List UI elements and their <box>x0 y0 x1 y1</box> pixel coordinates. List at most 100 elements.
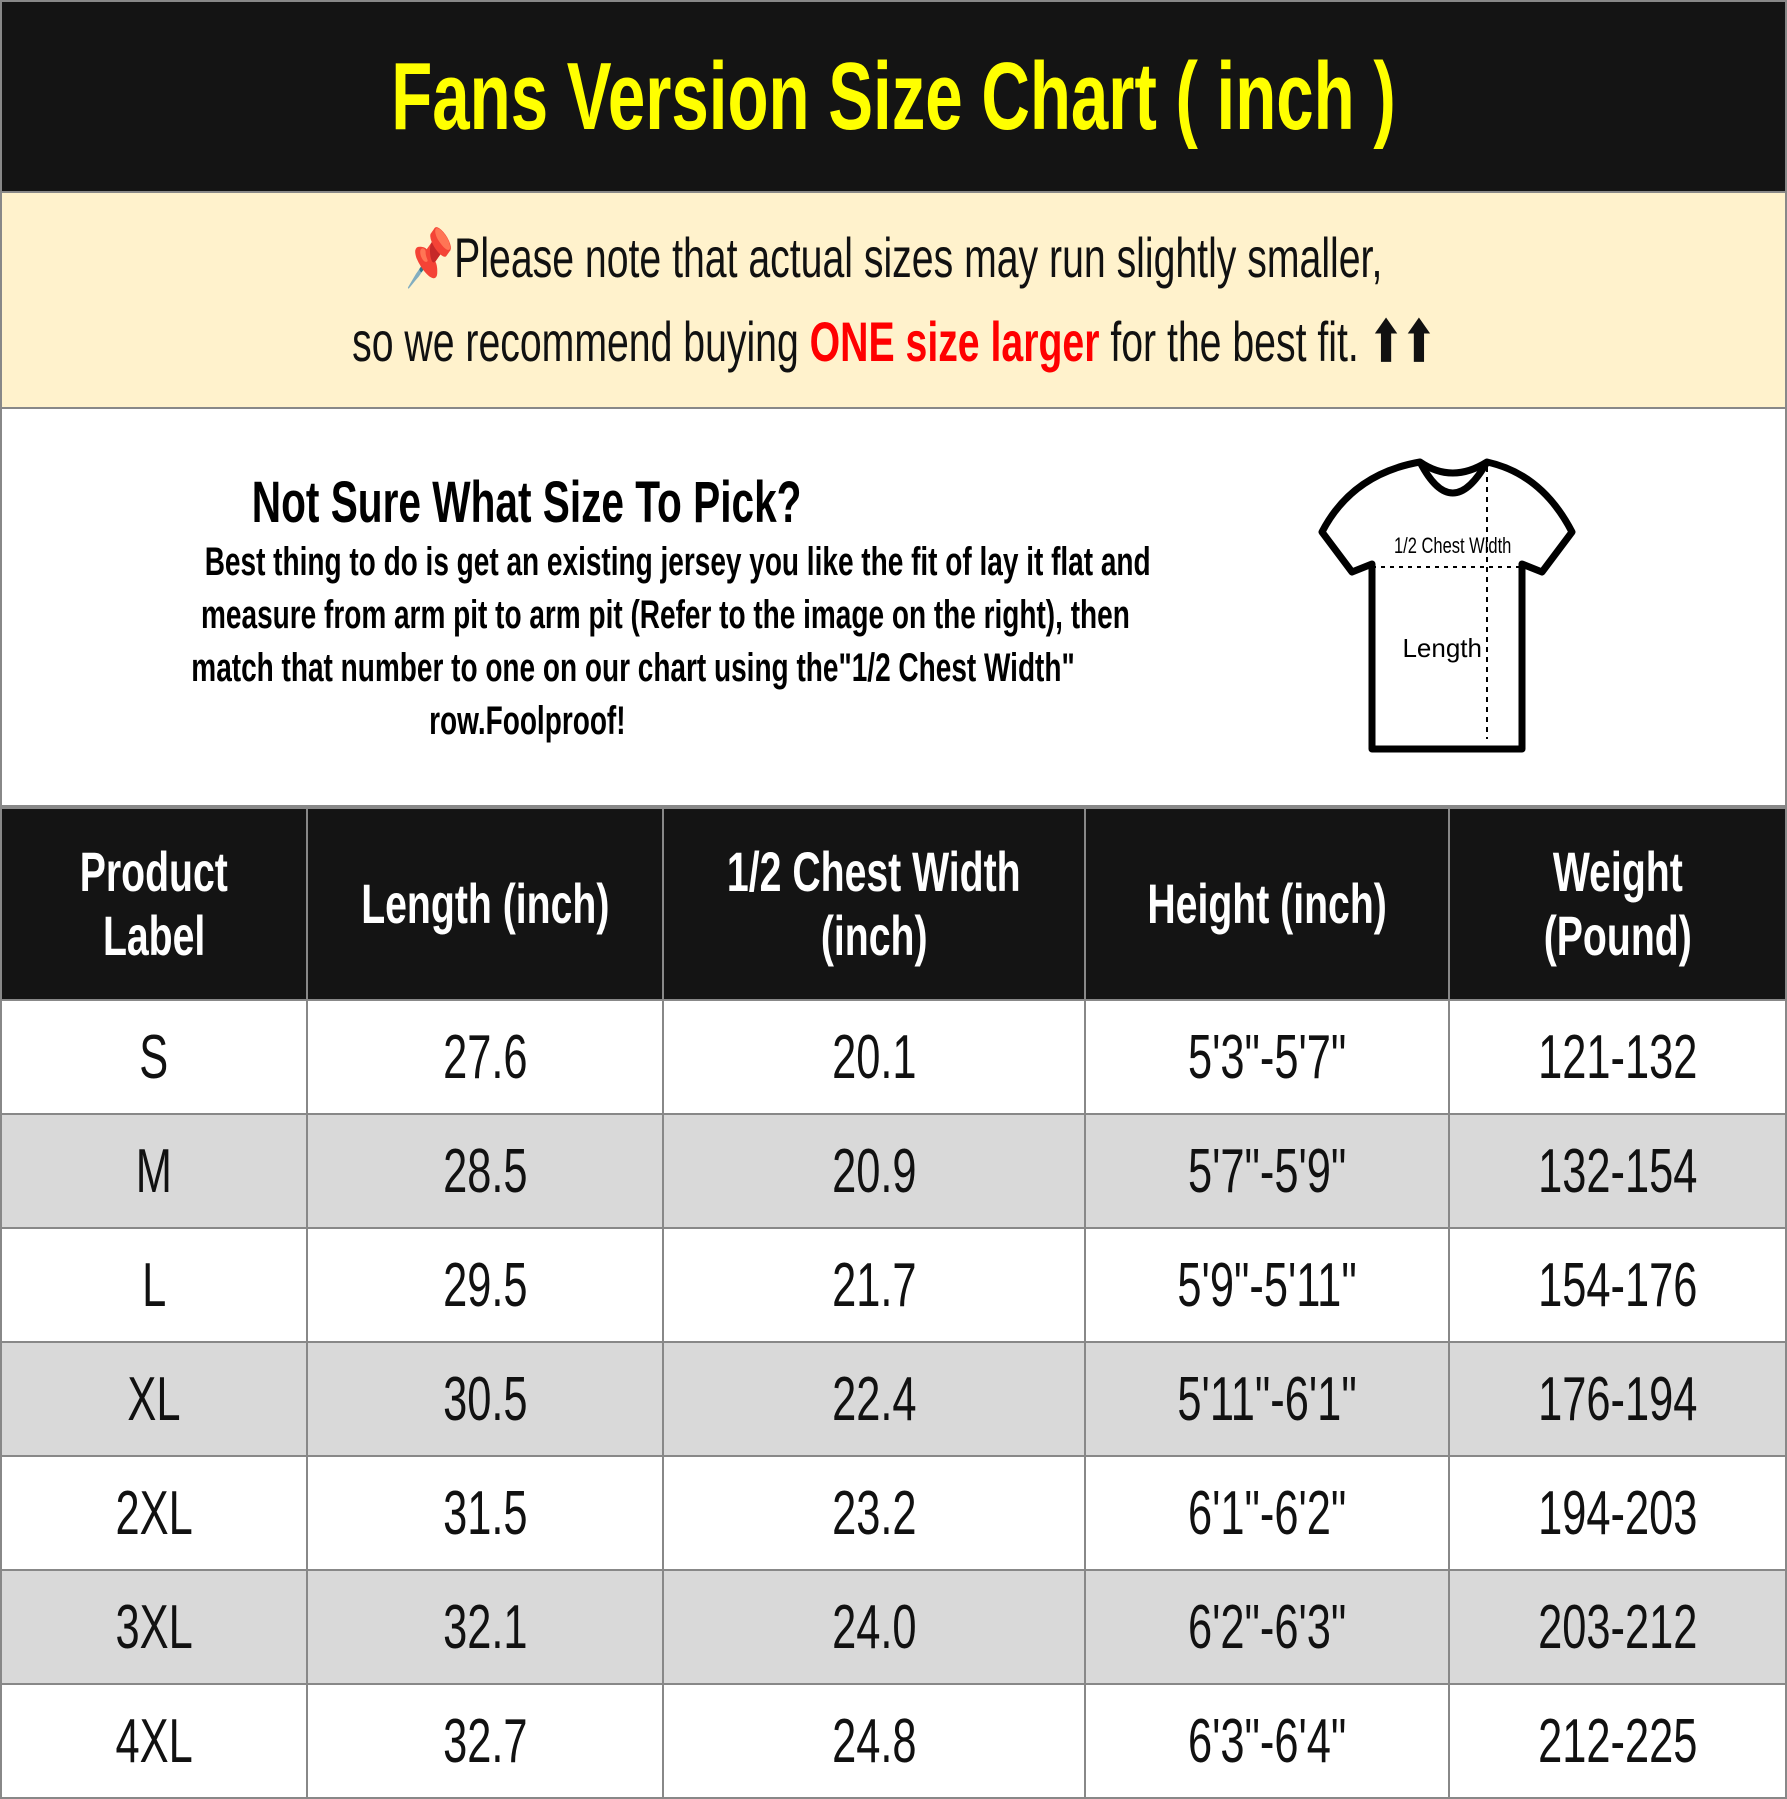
note-line1: Please note that actual sizes may run sl… <box>453 226 1382 289</box>
table-cell: 132-154 <box>1447 1113 1787 1229</box>
cell-text: 6'3"-6'4" <box>1187 1706 1347 1776</box>
table-cell: 6'1"-6'2" <box>1083 1455 1450 1571</box>
table-row: M 28.5 20.9 5'7"-5'9" 132-154 <box>0 1113 1787 1229</box>
cell-text: 203-212 <box>1537 1592 1698 1662</box>
help-line: measure from arm pit to arm pit (Refer t… <box>201 593 1130 637</box>
table-cell: 203-212 <box>1447 1569 1787 1685</box>
cell-text: 22.4 <box>831 1364 917 1434</box>
table-cell: 24.0 <box>662 1569 1086 1685</box>
cell-text: L <box>141 1250 166 1320</box>
pushpin-icon: 📌 <box>405 226 454 289</box>
cell-text: 31.5 <box>442 1478 528 1548</box>
table-cell: 3XL <box>0 1569 308 1685</box>
table-cell: 20.9 <box>662 1113 1086 1229</box>
column-header: Product Label <box>0 807 308 1001</box>
table-cell: 24.8 <box>662 1683 1086 1799</box>
table-row: L 29.5 21.7 5'9"-5'11" 154-176 <box>0 1227 1787 1343</box>
cell-text: 2XL <box>115 1478 193 1548</box>
header-text: 1/2 Chest Width <box>727 840 1021 903</box>
cell-text: 24.0 <box>831 1592 917 1662</box>
title-banner: Fans Version Size Chart ( inch ) <box>0 0 1787 193</box>
note-highlight: ONE size larger <box>809 310 1100 373</box>
table-row: 2XL 31.5 23.2 6'1"-6'2" 194-203 <box>0 1455 1787 1571</box>
table-cell: 22.4 <box>662 1341 1086 1457</box>
cell-text: 32.1 <box>442 1592 528 1662</box>
cell-text: 176-194 <box>1537 1364 1698 1434</box>
note-line2-post: for the best fit. <box>1099 310 1370 373</box>
header-text: Label <box>102 904 206 967</box>
table-cell: 32.7 <box>305 1683 665 1799</box>
table-cell: 5'9"-5'11" <box>1083 1227 1450 1343</box>
tshirt-diagram: 1/2 Chest Width Length <box>1318 458 1576 753</box>
note-line2-pre: so we recommend buying <box>351 310 810 373</box>
cell-text: 4XL <box>115 1706 193 1776</box>
table-cell: 121-132 <box>1447 999 1787 1115</box>
help-line: row.Foolproof! <box>428 699 626 743</box>
table-cell: 23.2 <box>662 1455 1086 1571</box>
cell-text: 5'7"-5'9" <box>1187 1136 1347 1206</box>
column-header: Weight (Pound) <box>1447 807 1787 1001</box>
table-cell: 4XL <box>0 1683 308 1799</box>
table-cell: 21.7 <box>662 1227 1086 1343</box>
table-cell: 154-176 <box>1447 1227 1787 1343</box>
cell-text: 5'11"-6'1" <box>1177 1364 1357 1434</box>
header-text: Length (inch) <box>360 872 610 935</box>
table-cell: 31.5 <box>305 1455 665 1571</box>
table-cell: 5'11"-6'1" <box>1083 1341 1450 1457</box>
cell-text: 20.1 <box>831 1022 917 1092</box>
table-cell: 27.6 <box>305 999 665 1115</box>
chest-width-label: 1/2 Chest Width <box>1394 534 1511 559</box>
cell-text: 5'3"-5'7" <box>1187 1022 1347 1092</box>
cell-text: 29.5 <box>442 1250 528 1320</box>
size-help-section: Not Sure What Size To Pick? Best thing t… <box>0 409 1787 807</box>
size-note: 📌Please note that actual sizes may run s… <box>0 193 1787 409</box>
table-cell: XL <box>0 1341 308 1457</box>
table-cell: 2XL <box>0 1455 308 1571</box>
header-text: Weight <box>1552 840 1683 903</box>
cell-text: XL <box>127 1364 181 1434</box>
cell-text: 24.8 <box>831 1706 917 1776</box>
cell-text: 28.5 <box>442 1136 528 1206</box>
page-title: Fans Version Size Chart ( inch ) <box>391 42 1396 150</box>
table-cell: 30.5 <box>305 1341 665 1457</box>
table-cell: 176-194 <box>1447 1341 1787 1457</box>
cell-text: 5'9"-5'11" <box>1177 1250 1357 1320</box>
cell-text: 27.6 <box>442 1022 528 1092</box>
cell-text: M <box>135 1136 172 1206</box>
cell-text: 212-225 <box>1537 1706 1698 1776</box>
table-cell: 32.1 <box>305 1569 665 1685</box>
column-header: 1/2 Chest Width (inch) <box>662 807 1086 1001</box>
table-row: 4XL 32.7 24.8 6'3"-6'4" 212-225 <box>0 1683 1787 1799</box>
help-line: Best thing to do is get an existing jers… <box>204 540 1151 584</box>
table-cell: 194-203 <box>1447 1455 1787 1571</box>
length-label: Length <box>1402 633 1482 663</box>
table-row: 3XL 32.1 24.0 6'2"-6'3" 203-212 <box>0 1569 1787 1685</box>
cell-text: 30.5 <box>442 1364 528 1434</box>
cell-text: 32.7 <box>442 1706 528 1776</box>
table-cell: 6'3"-6'4" <box>1083 1683 1450 1799</box>
cell-text: 21.7 <box>831 1250 917 1320</box>
column-header: Length (inch) <box>305 807 665 1001</box>
header-text: Height (inch) <box>1147 872 1387 935</box>
table-cell: 5'3"-5'7" <box>1083 999 1450 1115</box>
cell-text: 20.9 <box>831 1136 917 1206</box>
cell-text: 121-132 <box>1537 1022 1698 1092</box>
header-text: (Pound) <box>1543 904 1692 967</box>
table-cell: 29.5 <box>305 1227 665 1343</box>
up-arrows-icon: ⬆⬆ <box>1369 310 1436 373</box>
table-cell: S <box>0 999 308 1115</box>
cell-text: 6'2"-6'3" <box>1187 1592 1347 1662</box>
table-row: XL 30.5 22.4 5'11"-6'1" 176-194 <box>0 1341 1787 1457</box>
table-cell: L <box>0 1227 308 1343</box>
column-header: Height (inch) <box>1083 807 1450 1001</box>
table-cell: 212-225 <box>1447 1683 1787 1799</box>
header-text: Product <box>79 840 228 903</box>
table-cell: 5'7"-5'9" <box>1083 1113 1450 1229</box>
size-table: Product Label Length (inch) 1/2 Chest Width… <box>0 807 1787 1799</box>
table-row: S 27.6 20.1 5'3"-5'7" 121-132 <box>0 999 1787 1115</box>
table-cell: 20.1 <box>662 999 1086 1115</box>
cell-text: 6'1"-6'2" <box>1187 1478 1347 1548</box>
table-cell: M <box>0 1113 308 1229</box>
cell-text: S <box>139 1022 169 1092</box>
header-text: (inch) <box>820 904 928 967</box>
